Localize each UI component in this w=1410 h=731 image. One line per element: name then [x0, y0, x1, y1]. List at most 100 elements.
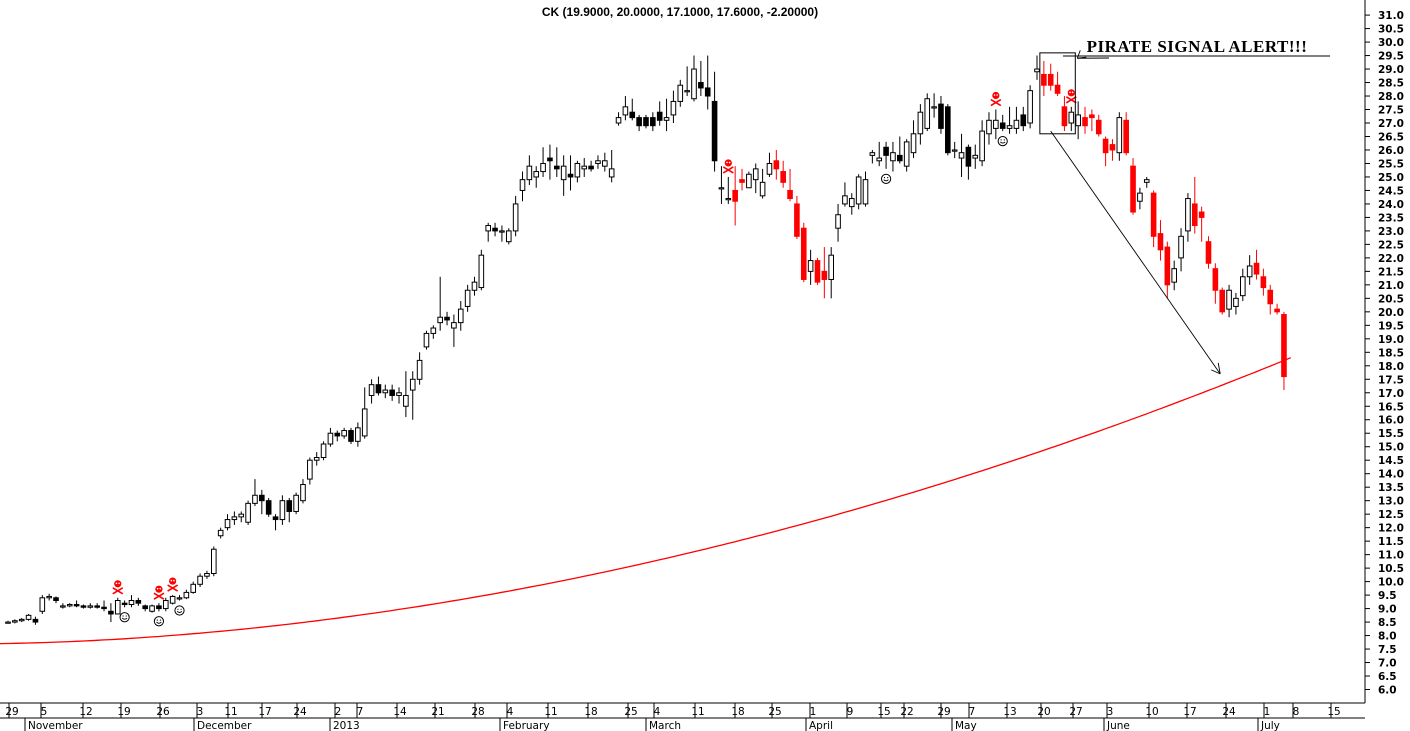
candle-body-down: [567, 173, 574, 178]
y-tick-label: 25.5: [1378, 158, 1404, 170]
candle: [25, 613, 32, 621]
y-tick-label: 6.5: [1378, 671, 1397, 683]
candle: [265, 497, 272, 517]
smiley-eye: [887, 177, 889, 179]
smiley-eye: [180, 608, 182, 610]
candle: [807, 249, 814, 285]
crossbone: [112, 587, 124, 595]
x-tick-label: 11: [544, 706, 557, 718]
candle: [307, 457, 313, 485]
candle: [73, 600, 80, 608]
candle-body-up: [471, 281, 478, 291]
candle: [430, 325, 437, 339]
y-tick-label: 29.0: [1378, 64, 1404, 76]
x-tick-label: 14: [393, 706, 407, 718]
candle: [574, 160, 581, 183]
x-tick-label: 26: [156, 706, 170, 718]
candle: [787, 168, 793, 202]
candle: [869, 149, 876, 164]
candle: [12, 619, 18, 624]
candle: [149, 604, 155, 613]
candle-body-up: [197, 575, 203, 585]
candle: [773, 149, 780, 180]
candle-body-up: [526, 165, 533, 181]
y-tick-label: 22.0: [1378, 253, 1404, 265]
candle: [18, 618, 25, 623]
smiley-face: [174, 605, 185, 616]
x-tick-label: 25: [768, 706, 781, 718]
candle: [698, 60, 704, 97]
candle-body-down: [656, 111, 663, 121]
candle: [1137, 187, 1143, 210]
candle: [224, 514, 231, 531]
candle: [814, 257, 821, 285]
candle: [135, 597, 142, 606]
candle-body-down: [704, 87, 711, 97]
smiley-icon: [997, 135, 1008, 147]
y-tick-label: 14.5: [1378, 455, 1404, 467]
candle-body-down: [814, 260, 821, 283]
smiley-icon: [119, 612, 130, 623]
y-tick-label: 21.5: [1378, 266, 1404, 278]
candle: [361, 387, 368, 439]
y-tick-label: 9.5: [1378, 590, 1397, 602]
candle: [1054, 71, 1061, 97]
candle: [101, 600, 107, 612]
candle-body-up: [464, 289, 471, 307]
candle-body-up: [217, 529, 224, 537]
candle-body-down: [1020, 114, 1027, 127]
candle: [622, 96, 629, 121]
candle-body-up: [924, 98, 931, 129]
candle-body-up: [307, 459, 313, 480]
candle-body-down: [259, 494, 265, 502]
chart-title: CK (19.9000, 20.0000, 17.1000, 17.6000, …: [542, 5, 818, 19]
candle-body-down: [897, 154, 903, 162]
candle: [890, 141, 896, 172]
candle-body-up: [807, 260, 814, 272]
candle-body-up: [1075, 114, 1081, 127]
candle-body-up: [505, 230, 512, 243]
candle-body-down: [1047, 73, 1054, 86]
candle: [1198, 206, 1205, 242]
candle: [80, 604, 87, 609]
axes-layer: 6.0 6.57.0 7.58.0 8.59.0 9.510.0 10.511.0 11.5…: [5, 10, 1404, 731]
candle-body-up: [403, 394, 409, 407]
candle: [965, 144, 972, 180]
candle: [259, 489, 265, 515]
candle: [540, 147, 546, 177]
skull-eye: [1071, 91, 1074, 94]
candle-body-up: [12, 620, 18, 623]
candle-body-up: [1233, 297, 1239, 307]
smiley-eye: [883, 177, 886, 179]
candle-body-down: [265, 500, 272, 515]
candle-body-down: [787, 189, 793, 200]
candle: [451, 314, 457, 347]
candle: [526, 155, 533, 186]
candle-body-down: [135, 599, 142, 604]
candle-body-up: [478, 254, 485, 289]
skull-eye: [115, 582, 118, 585]
x-month-label: November: [28, 720, 83, 731]
candle-body-up: [238, 513, 245, 518]
candle-body-down: [1109, 144, 1116, 151]
candle: [986, 112, 992, 145]
smiley-eye: [125, 615, 127, 617]
candle: [1041, 60, 1047, 97]
candle-body-up: [512, 203, 519, 232]
candle: [704, 55, 711, 110]
candle: [444, 311, 450, 326]
candle-body-up: [835, 214, 841, 229]
candle-body-up: [684, 90, 690, 93]
candle: [979, 120, 985, 167]
candle: [492, 222, 498, 237]
skull-eye: [159, 587, 162, 590]
candle-body-down: [375, 384, 382, 394]
candles-layer: [5, 55, 1287, 625]
pirate-alert-text: PIRATE SIGNAL ALERT!!!: [1087, 37, 1308, 56]
y-tick-label: 28.0: [1378, 91, 1404, 103]
candle: [903, 139, 910, 172]
candle: [1171, 260, 1178, 291]
candle: [1047, 63, 1054, 91]
candle: [910, 120, 917, 159]
candle-body-up: [1006, 125, 1013, 129]
